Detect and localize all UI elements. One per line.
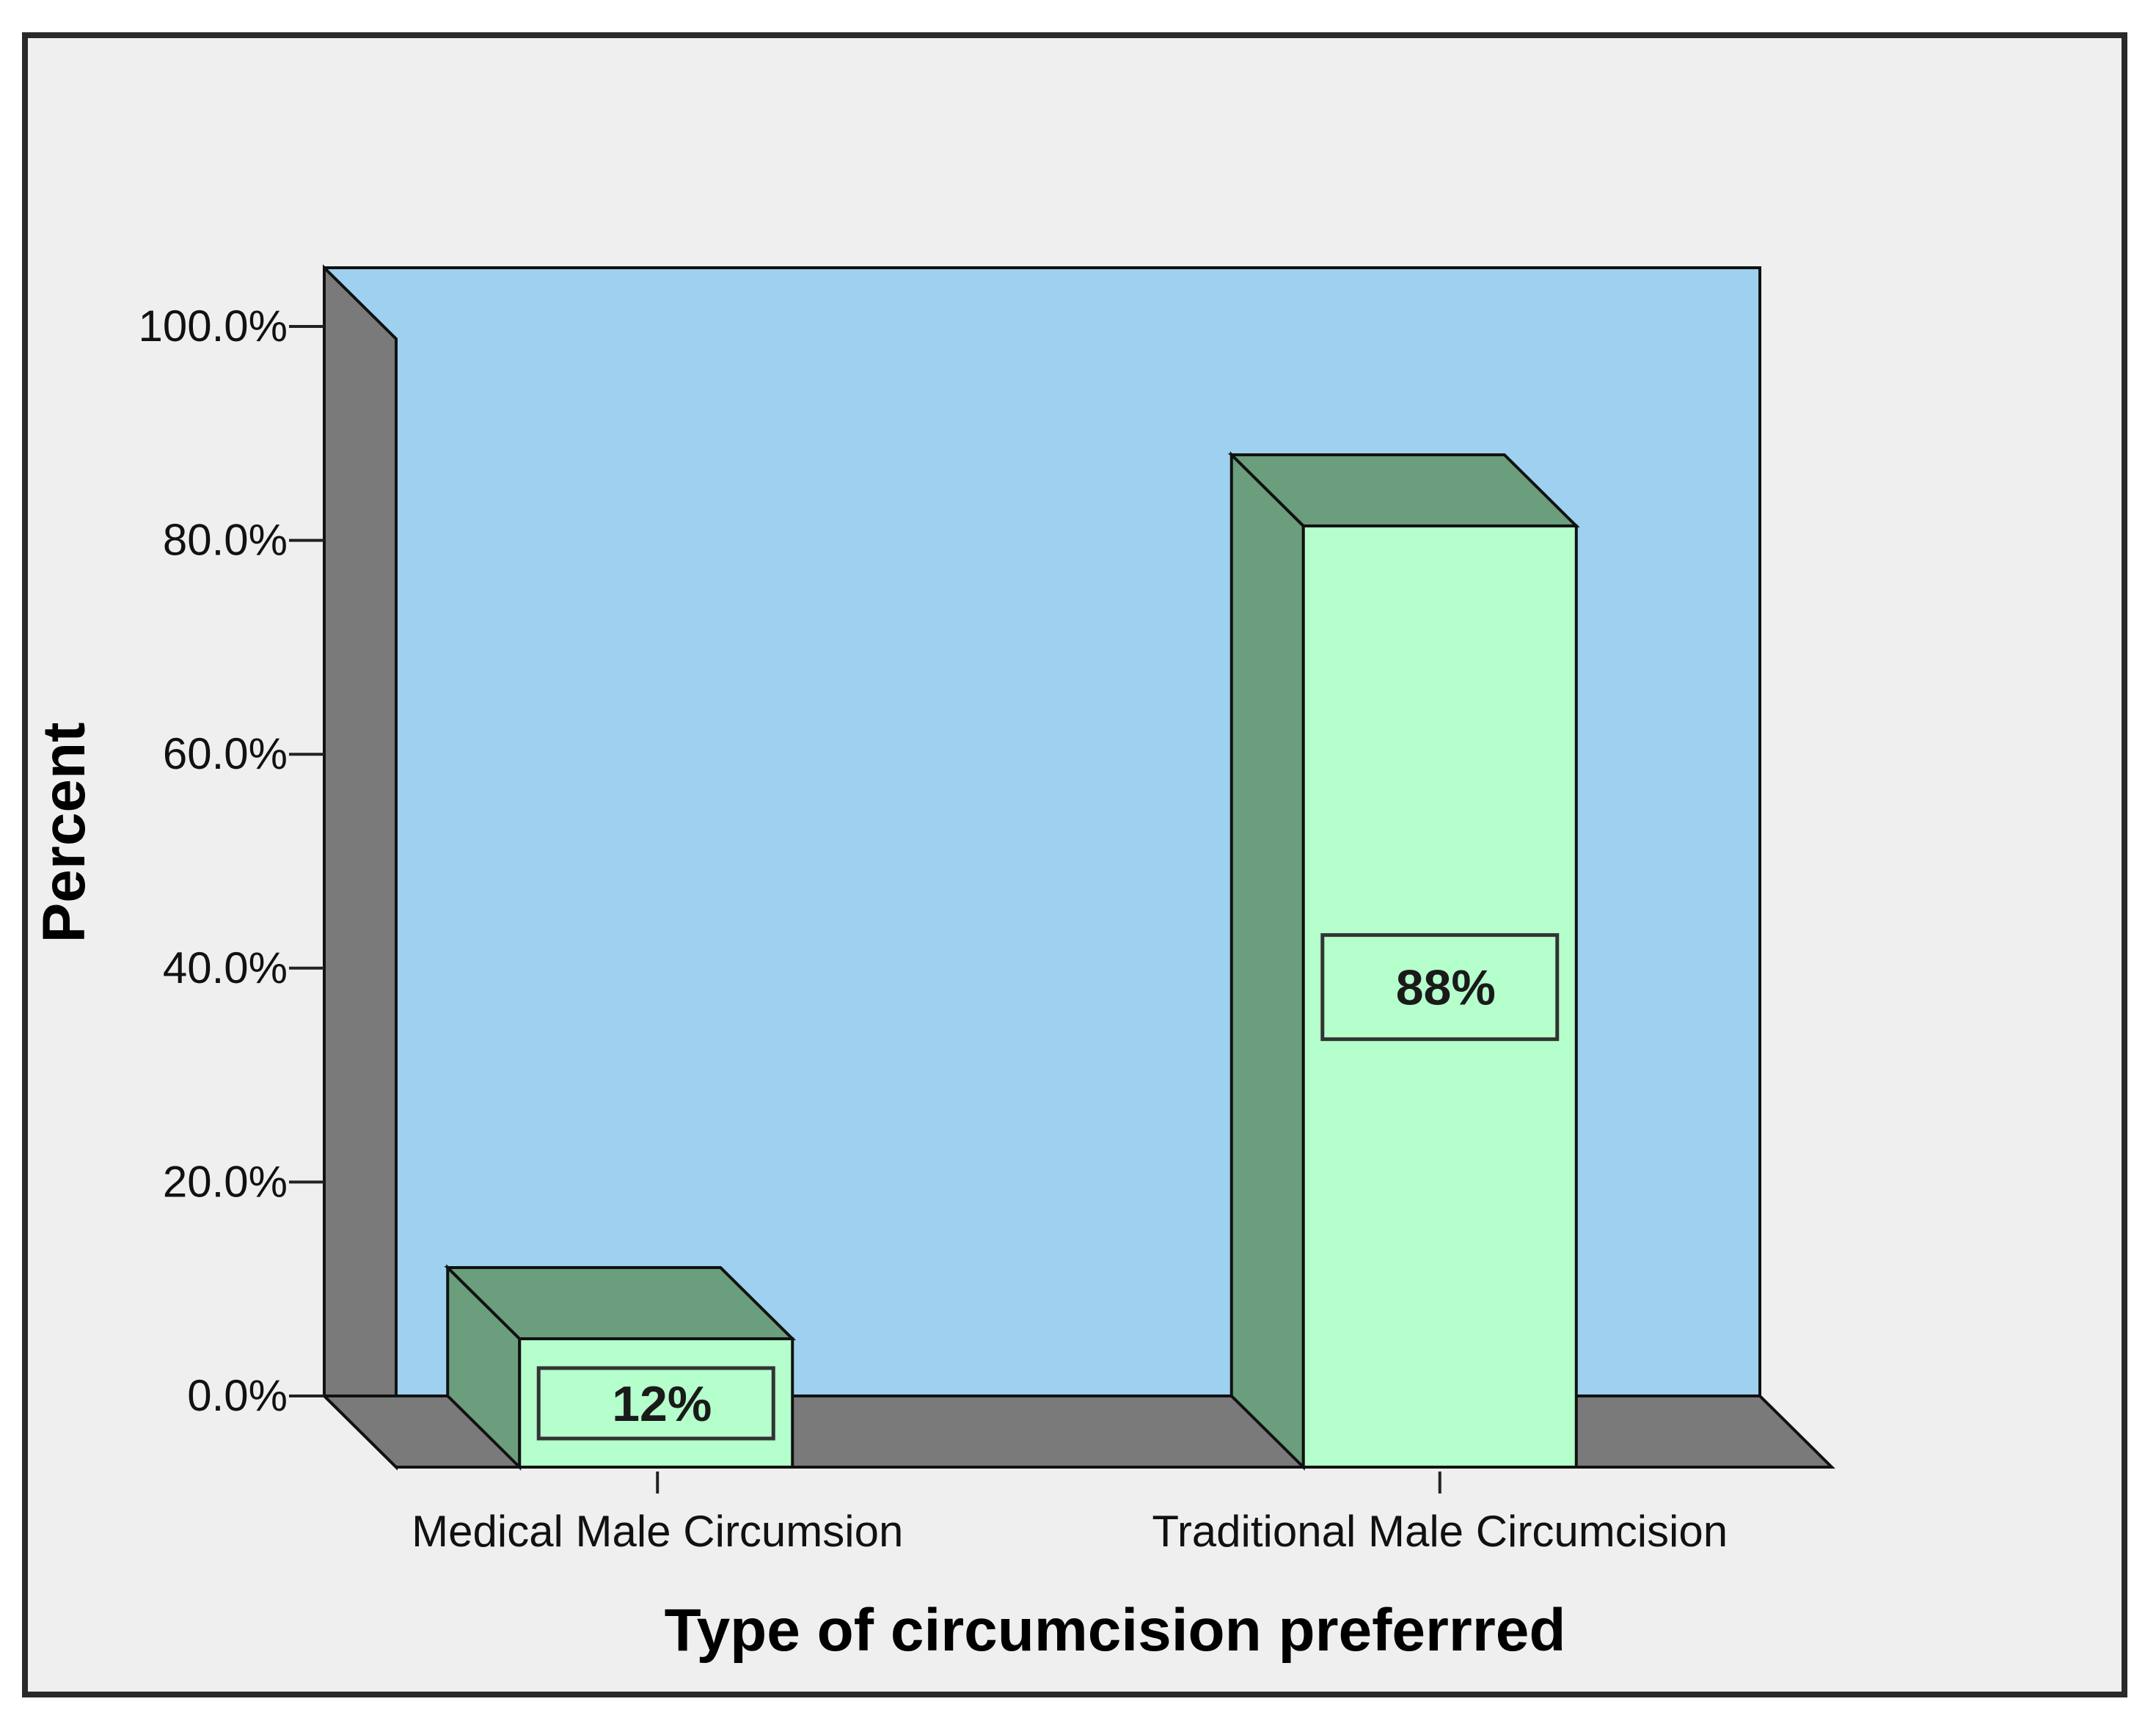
x-axis-title: Type of circumcision preferrred bbox=[665, 1597, 1566, 1664]
data-label: 12% bbox=[612, 1376, 712, 1432]
bar-side bbox=[1229, 451, 1305, 1471]
y-axis-title: Percent bbox=[31, 723, 98, 943]
bar: 88% bbox=[1227, 451, 1580, 1471]
bar: 12% bbox=[444, 1264, 797, 1471]
data-label-box bbox=[536, 1366, 775, 1441]
x-tick-label: Medical Male Circumsion bbox=[412, 1507, 903, 1556]
side-wall bbox=[323, 264, 398, 1471]
data-label: 88% bbox=[1396, 960, 1496, 1016]
x-tick-label: Traditional Male Circumcision bbox=[1152, 1507, 1728, 1556]
y-tick-label: 40.0% bbox=[163, 943, 288, 993]
y-tick-label: 20.0% bbox=[163, 1157, 288, 1206]
y-axis: 0.0% 20.0% 40.0% 60.0% 80.0% 100.0% bbox=[139, 301, 324, 1420]
y-tick-label: 100.0% bbox=[139, 301, 288, 351]
x-axis: Medical Male Circumsion Traditional Male … bbox=[412, 1472, 1728, 1556]
bars: 12% 88% bbox=[444, 451, 1580, 1471]
y-tick-label: 0.0% bbox=[187, 1371, 288, 1420]
y-tick-label: 80.0% bbox=[163, 516, 288, 565]
data-label-box bbox=[1320, 933, 1560, 1042]
y-tick-label: 60.0% bbox=[163, 729, 288, 778]
